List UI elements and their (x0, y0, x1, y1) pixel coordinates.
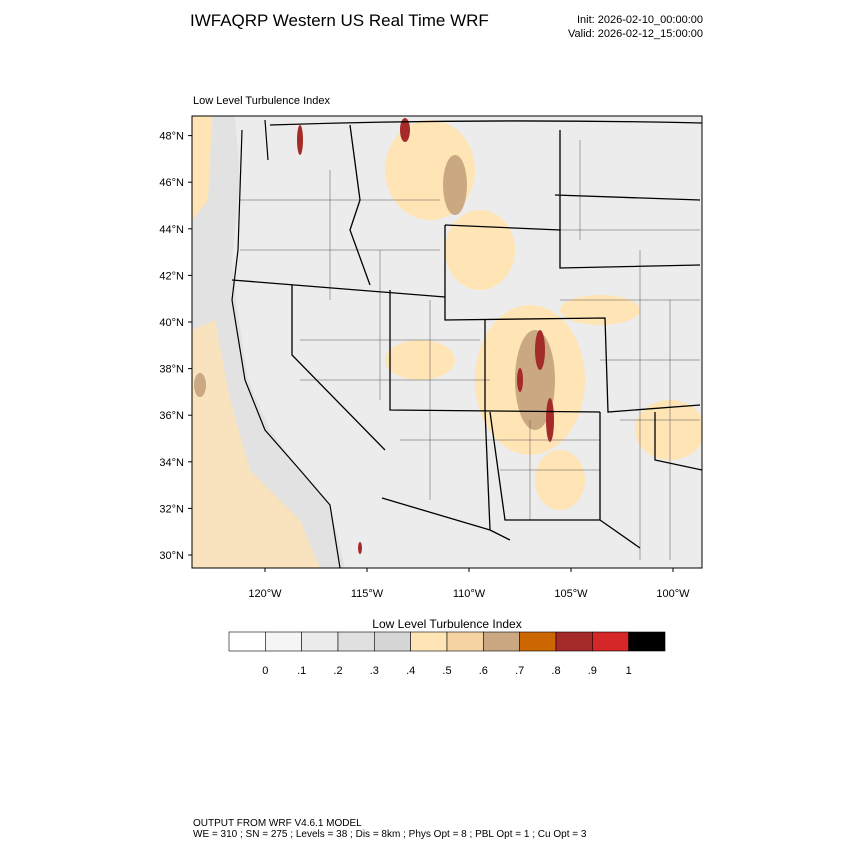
valid-time: Valid: 2026-02-12_15:00:00 (568, 28, 703, 40)
ocean-shade (192, 116, 212, 220)
colorbar-box (519, 631, 557, 652)
colorbar-box (228, 631, 266, 652)
lat-label: 30°N (159, 550, 184, 562)
ocean-shade (192, 320, 320, 568)
state-borders (231, 120, 702, 549)
turbulence-peaks (297, 118, 554, 554)
colorbar-title: Low Level Turbulence Index (372, 617, 521, 631)
lon-label: 120°W (248, 588, 282, 600)
colorbar-label: .9 (588, 665, 597, 677)
lat-label: 32°N (159, 503, 184, 515)
colorbar-label: .8 (551, 665, 560, 677)
colorbar-label: .4 (406, 665, 415, 677)
colorbar-label: .3 (370, 665, 379, 677)
lat-label: 36°N (159, 410, 184, 422)
colorbar-box (410, 631, 448, 652)
init-time: Init: 2026-02-10_00:00:00 (577, 14, 703, 26)
turbulence-areas (194, 155, 555, 430)
lat-label: 34°N (159, 457, 184, 469)
colorbar-label: 1 (626, 665, 632, 677)
lon-label: 115°W (351, 588, 384, 600)
lon-label: 100°W (656, 588, 690, 600)
colorbar-label: .5 (442, 665, 451, 677)
map-body (192, 116, 702, 568)
title: IWFAQRP Western US Real Time WRF (190, 11, 489, 30)
colorbar-box (555, 631, 593, 652)
colorbar-box (301, 631, 339, 652)
lon-label: 110°W (453, 588, 486, 600)
footer-line: WE = 310 ; SN = 275 ; Levels = 38 ; Dis … (193, 829, 587, 840)
county-lines (240, 140, 700, 560)
colorbar-box (337, 631, 375, 652)
colorbar-box (446, 631, 484, 652)
colorbar-box (592, 631, 629, 652)
map-subtitle: Low Level Turbulence Index (193, 95, 330, 107)
colorbar-label: .2 (333, 665, 342, 677)
lat-label: 42°N (159, 270, 184, 282)
lat-label: 44°N (159, 224, 184, 236)
colorbar-box (628, 631, 666, 652)
colorbar-box (374, 631, 411, 652)
coastline (231, 119, 341, 568)
lat-label: 40°N (159, 317, 184, 329)
colorbar-label: .1 (297, 665, 306, 677)
lat-label: 38°N (159, 364, 184, 376)
colorbar-label: 0 (262, 665, 268, 677)
lat-label: 46°N (159, 177, 184, 189)
lon-label: 105°W (554, 588, 588, 600)
map (191, 115, 703, 569)
colorbar-box (265, 631, 302, 652)
map-frame (191, 115, 703, 569)
lat-label: 48°N (159, 131, 184, 143)
colorbar-label: .7 (515, 665, 524, 677)
colorbar-label: .6 (479, 665, 488, 677)
colorbar-box (483, 631, 520, 652)
footer-line: OUTPUT FROM WRF V4.6.1 MODEL (193, 818, 362, 829)
